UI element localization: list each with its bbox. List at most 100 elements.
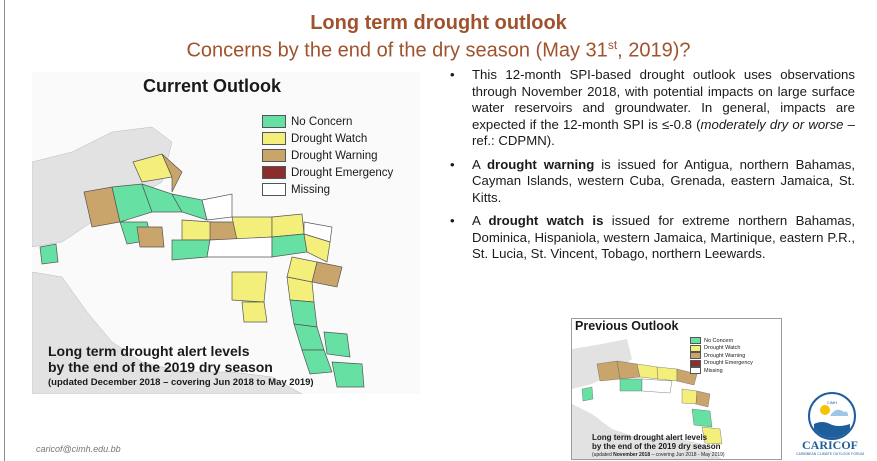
- wave-icon: [814, 422, 850, 438]
- legend-label: Drought Emergency: [704, 360, 753, 367]
- region-windwards-1: [289, 299, 318, 328]
- previous-outlook-inset: Previous Outlook No Concern Drought Watc…: [571, 318, 782, 460]
- region-hispaniola-east: [271, 213, 305, 238]
- caption-line-2: by the end of the 2019 dry season: [592, 442, 721, 451]
- region-jamaica-west: [181, 219, 213, 241]
- slide-title: Long term drought outlook: [310, 12, 567, 34]
- prev-region-1: [596, 360, 621, 382]
- legend-label: No Concern: [291, 115, 353, 128]
- legend-swatch: [262, 149, 286, 162]
- previous-outlook-map: [572, 339, 723, 459]
- legend-label: Drought Warning: [704, 352, 746, 359]
- slide-subtitle: Concerns by the end of the dry season (M…: [186, 38, 691, 62]
- prev-region-6: [619, 378, 643, 392]
- logo-subtext: CARIBBEAN CLIMATE OUTLOOK FORUM: [796, 452, 864, 456]
- legend-label: Drought Emergency: [291, 166, 394, 179]
- region-grenada-area: [301, 349, 333, 375]
- region-belize: [39, 243, 59, 265]
- legend-swatch: [690, 359, 701, 367]
- region-missing-3: [206, 236, 273, 258]
- logo-text: CARICOF: [802, 438, 858, 452]
- prev-region-8: [681, 388, 698, 405]
- legend-label: Missing: [291, 183, 330, 196]
- region-abc-islands: [241, 301, 268, 323]
- bullet-marker: •: [450, 213, 455, 228]
- current-outlook-title: Current Outlook: [143, 76, 281, 96]
- outlook-bullets: • This 12-month SPI-based drought outloo…: [450, 67, 855, 270]
- region-jamaica-east: [209, 221, 238, 241]
- bullet-italic: moderately dry or worse: [700, 116, 844, 132]
- bullet-marker: •: [450, 156, 455, 172]
- legend-label: Drought Warning: [291, 149, 378, 162]
- bullet-drought-watch: • A drought watch is issued for extreme …: [450, 213, 855, 263]
- legend-item-drought-watch: Drought Watch: [262, 130, 393, 147]
- region-leewards-watch: [231, 271, 268, 303]
- land-north-america: [32, 126, 173, 248]
- legend-label: Missing: [704, 367, 723, 374]
- legend-swatch: [262, 115, 286, 128]
- legend-swatch: [690, 367, 701, 375]
- caption-line-1: Long term drought alert levels: [592, 433, 708, 442]
- prev-legend-item: Missing: [690, 367, 753, 375]
- caricof-logo-icon: CIMH: [808, 392, 856, 440]
- prev-region-10: [691, 408, 713, 428]
- region-barbados: [323, 331, 351, 358]
- bullet-text: This 12-month SPI-based drought outlook …: [472, 67, 855, 132]
- legend-swatch: [262, 132, 286, 145]
- prev-region-2: [616, 360, 641, 380]
- prev-region-9: [695, 390, 711, 408]
- bullet-bold: drought watch is: [488, 213, 604, 228]
- legend-swatch: [690, 337, 701, 345]
- bullet-bold: drought warning: [487, 156, 595, 172]
- bullet-text-end: is issued for Antigua, northern Bahamas,…: [472, 156, 855, 205]
- contact-email: caricof@cimh.edu.bb: [36, 444, 121, 454]
- bullet-text-end: issued for extreme northern Bahamas, Dom…: [472, 213, 856, 261]
- region-trinidad: [331, 361, 365, 388]
- land-central-south-america: [32, 271, 303, 394]
- region-antigua: [311, 261, 343, 288]
- caption-line-3: (updated December 2018 – covering Jun 20…: [48, 377, 314, 388]
- prev-legend-item: Drought Emergency: [690, 359, 753, 368]
- prev-region-3: [636, 363, 659, 380]
- legend-item-missing: Missing: [262, 181, 393, 198]
- caption-line-3: (updated November 2018 – covering Jun 20…: [592, 452, 725, 458]
- prev-legend-item: Drought Watch: [690, 344, 753, 353]
- previous-map-legend: No Concern Drought Watch Drought Warning…: [690, 337, 753, 375]
- slide-left-border: [4, 0, 5, 461]
- legend-swatch: [262, 166, 286, 179]
- bullet-marker: •: [450, 67, 455, 82]
- caption-line-2: by the end of the 2019 dry season: [48, 359, 273, 375]
- logo-top-text: CIMH: [827, 400, 837, 405]
- prev-legend-item: Drought Warning: [690, 352, 753, 360]
- prev-region-7: [641, 378, 673, 394]
- region-hispaniola-west: [231, 216, 273, 241]
- previous-outlook-title: Previous Outlook: [575, 319, 679, 333]
- logo-emblem: CIMH: [814, 400, 850, 438]
- region-missing-1: [201, 193, 233, 221]
- current-map-caption: Long term drought alert levels by the en…: [48, 343, 314, 388]
- prev-land-south: [572, 404, 722, 459]
- region-leewards-north: [303, 233, 331, 263]
- bullet-text: A: [472, 213, 489, 228]
- cloud-icon: [830, 409, 848, 416]
- bullet-drought-warning: • A drought warning is issued for Antigu…: [450, 157, 855, 207]
- caption-line-1: Long term drought alert levels: [48, 343, 250, 359]
- legend-label: Drought Watch: [291, 132, 368, 145]
- region-puerto-rico: [271, 233, 308, 258]
- prev-region-4: [656, 366, 678, 382]
- legend-swatch: [262, 183, 286, 196]
- legend-swatch: [690, 352, 701, 360]
- legend-item-no-concern: No Concern: [262, 113, 393, 130]
- prev-legend-item: No Concern: [690, 337, 753, 345]
- caricof-logo: CIMH CARICOF CARIBBEAN CLIMATE OUTLOOK F…: [793, 392, 867, 458]
- current-outlook-map: [32, 72, 420, 394]
- region-cayman-islands: [136, 226, 165, 248]
- bullet-text: A: [472, 156, 487, 172]
- region-bahamas-warning: [161, 153, 183, 193]
- region-caribbean-sea-1: [171, 239, 211, 261]
- legend-label: No Concern: [704, 337, 734, 344]
- bullet-text-end: – ref.: CDPMN).: [472, 116, 856, 149]
- legend-swatch: [690, 344, 701, 352]
- caribbean-drought-map: [32, 126, 365, 394]
- previous-map-caption: Long term drought alert levels by the en…: [592, 433, 725, 459]
